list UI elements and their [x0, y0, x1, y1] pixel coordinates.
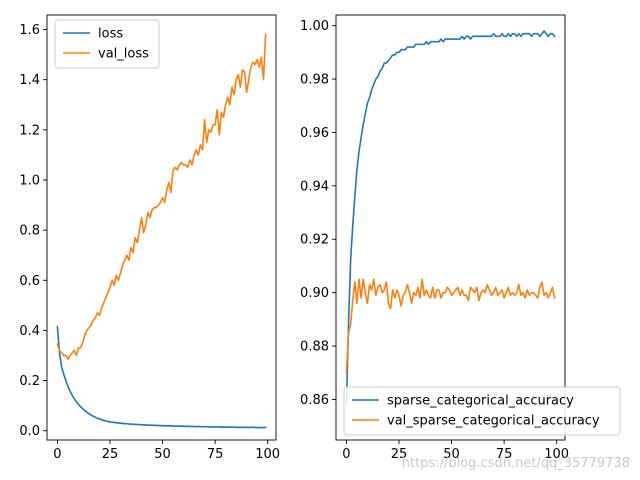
y-tick-label: 1.6	[19, 23, 40, 38]
y-tick-label: 0.98	[300, 73, 329, 88]
x-tick-label: 25	[102, 447, 119, 462]
x-tick-label: 100	[255, 447, 280, 462]
y-tick-label: 0.0	[19, 424, 40, 439]
legend: sparse_categorical_accuracy val_sparse_ca…	[343, 386, 621, 436]
x-tick-label: 100	[544, 447, 569, 462]
legend-label: val_loss	[98, 47, 149, 62]
x-tick-label: 75	[496, 447, 513, 462]
axes-frame	[46, 14, 277, 441]
x-tick-label: 25	[391, 447, 408, 462]
loss-chart: 0 25 50 75 100 0.0 0.2 0.4 0.6 0.8 1.0 1.2 1.4 1.6 los…	[19, 14, 280, 462]
y-tick-label: 1.0	[19, 173, 40, 188]
series-line-sparse-categorical-accuracy	[345, 30, 556, 406]
x-tick-label: 75	[207, 447, 224, 462]
series-line-loss	[56, 325, 267, 429]
x-tick-label: 50	[443, 447, 460, 462]
x-tick-label: 0	[53, 447, 61, 462]
watermark: https://blog.csdn.net/qq_35779738	[402, 456, 630, 471]
accuracy-chart: 0 25 50 75 100 0.86 0.88 0.90 0.92 0.94 0.96 0.98 1.…	[300, 14, 621, 462]
y-tick-label: 0.92	[300, 233, 329, 248]
legend-label: sparse_categorical_accuracy	[387, 394, 574, 409]
y-tick-label: 0.2	[19, 374, 40, 389]
legend: loss val_loss	[54, 19, 160, 69]
legend-box	[343, 386, 621, 436]
y-tick-label: 0.96	[300, 126, 329, 141]
series-line-val-sparse-categorical-accuracy	[345, 278, 556, 374]
y-tick-label: 0.6	[19, 274, 40, 289]
y-tick-label: 1.2	[19, 123, 40, 138]
series-line-val-loss	[56, 33, 267, 361]
x-tick-label: 50	[154, 447, 171, 462]
axes-frame	[335, 14, 566, 441]
y-tick-label: 1.4	[19, 73, 40, 88]
y-tick-label: 0.4	[19, 324, 40, 339]
y-tick-label: 1.00	[300, 19, 329, 34]
y-tick-label: 0.94	[300, 179, 329, 194]
y-tick-label: 0.86	[300, 393, 329, 408]
legend-label: val_sparse_categorical_accuracy	[387, 414, 600, 429]
y-tick-label: 0.8	[19, 224, 40, 239]
y-tick-label: 0.90	[300, 286, 329, 301]
x-tick-label: 0	[342, 447, 350, 462]
legend-label: loss	[98, 27, 123, 42]
legend-box	[54, 19, 160, 69]
y-tick-label: 0.88	[300, 340, 329, 355]
